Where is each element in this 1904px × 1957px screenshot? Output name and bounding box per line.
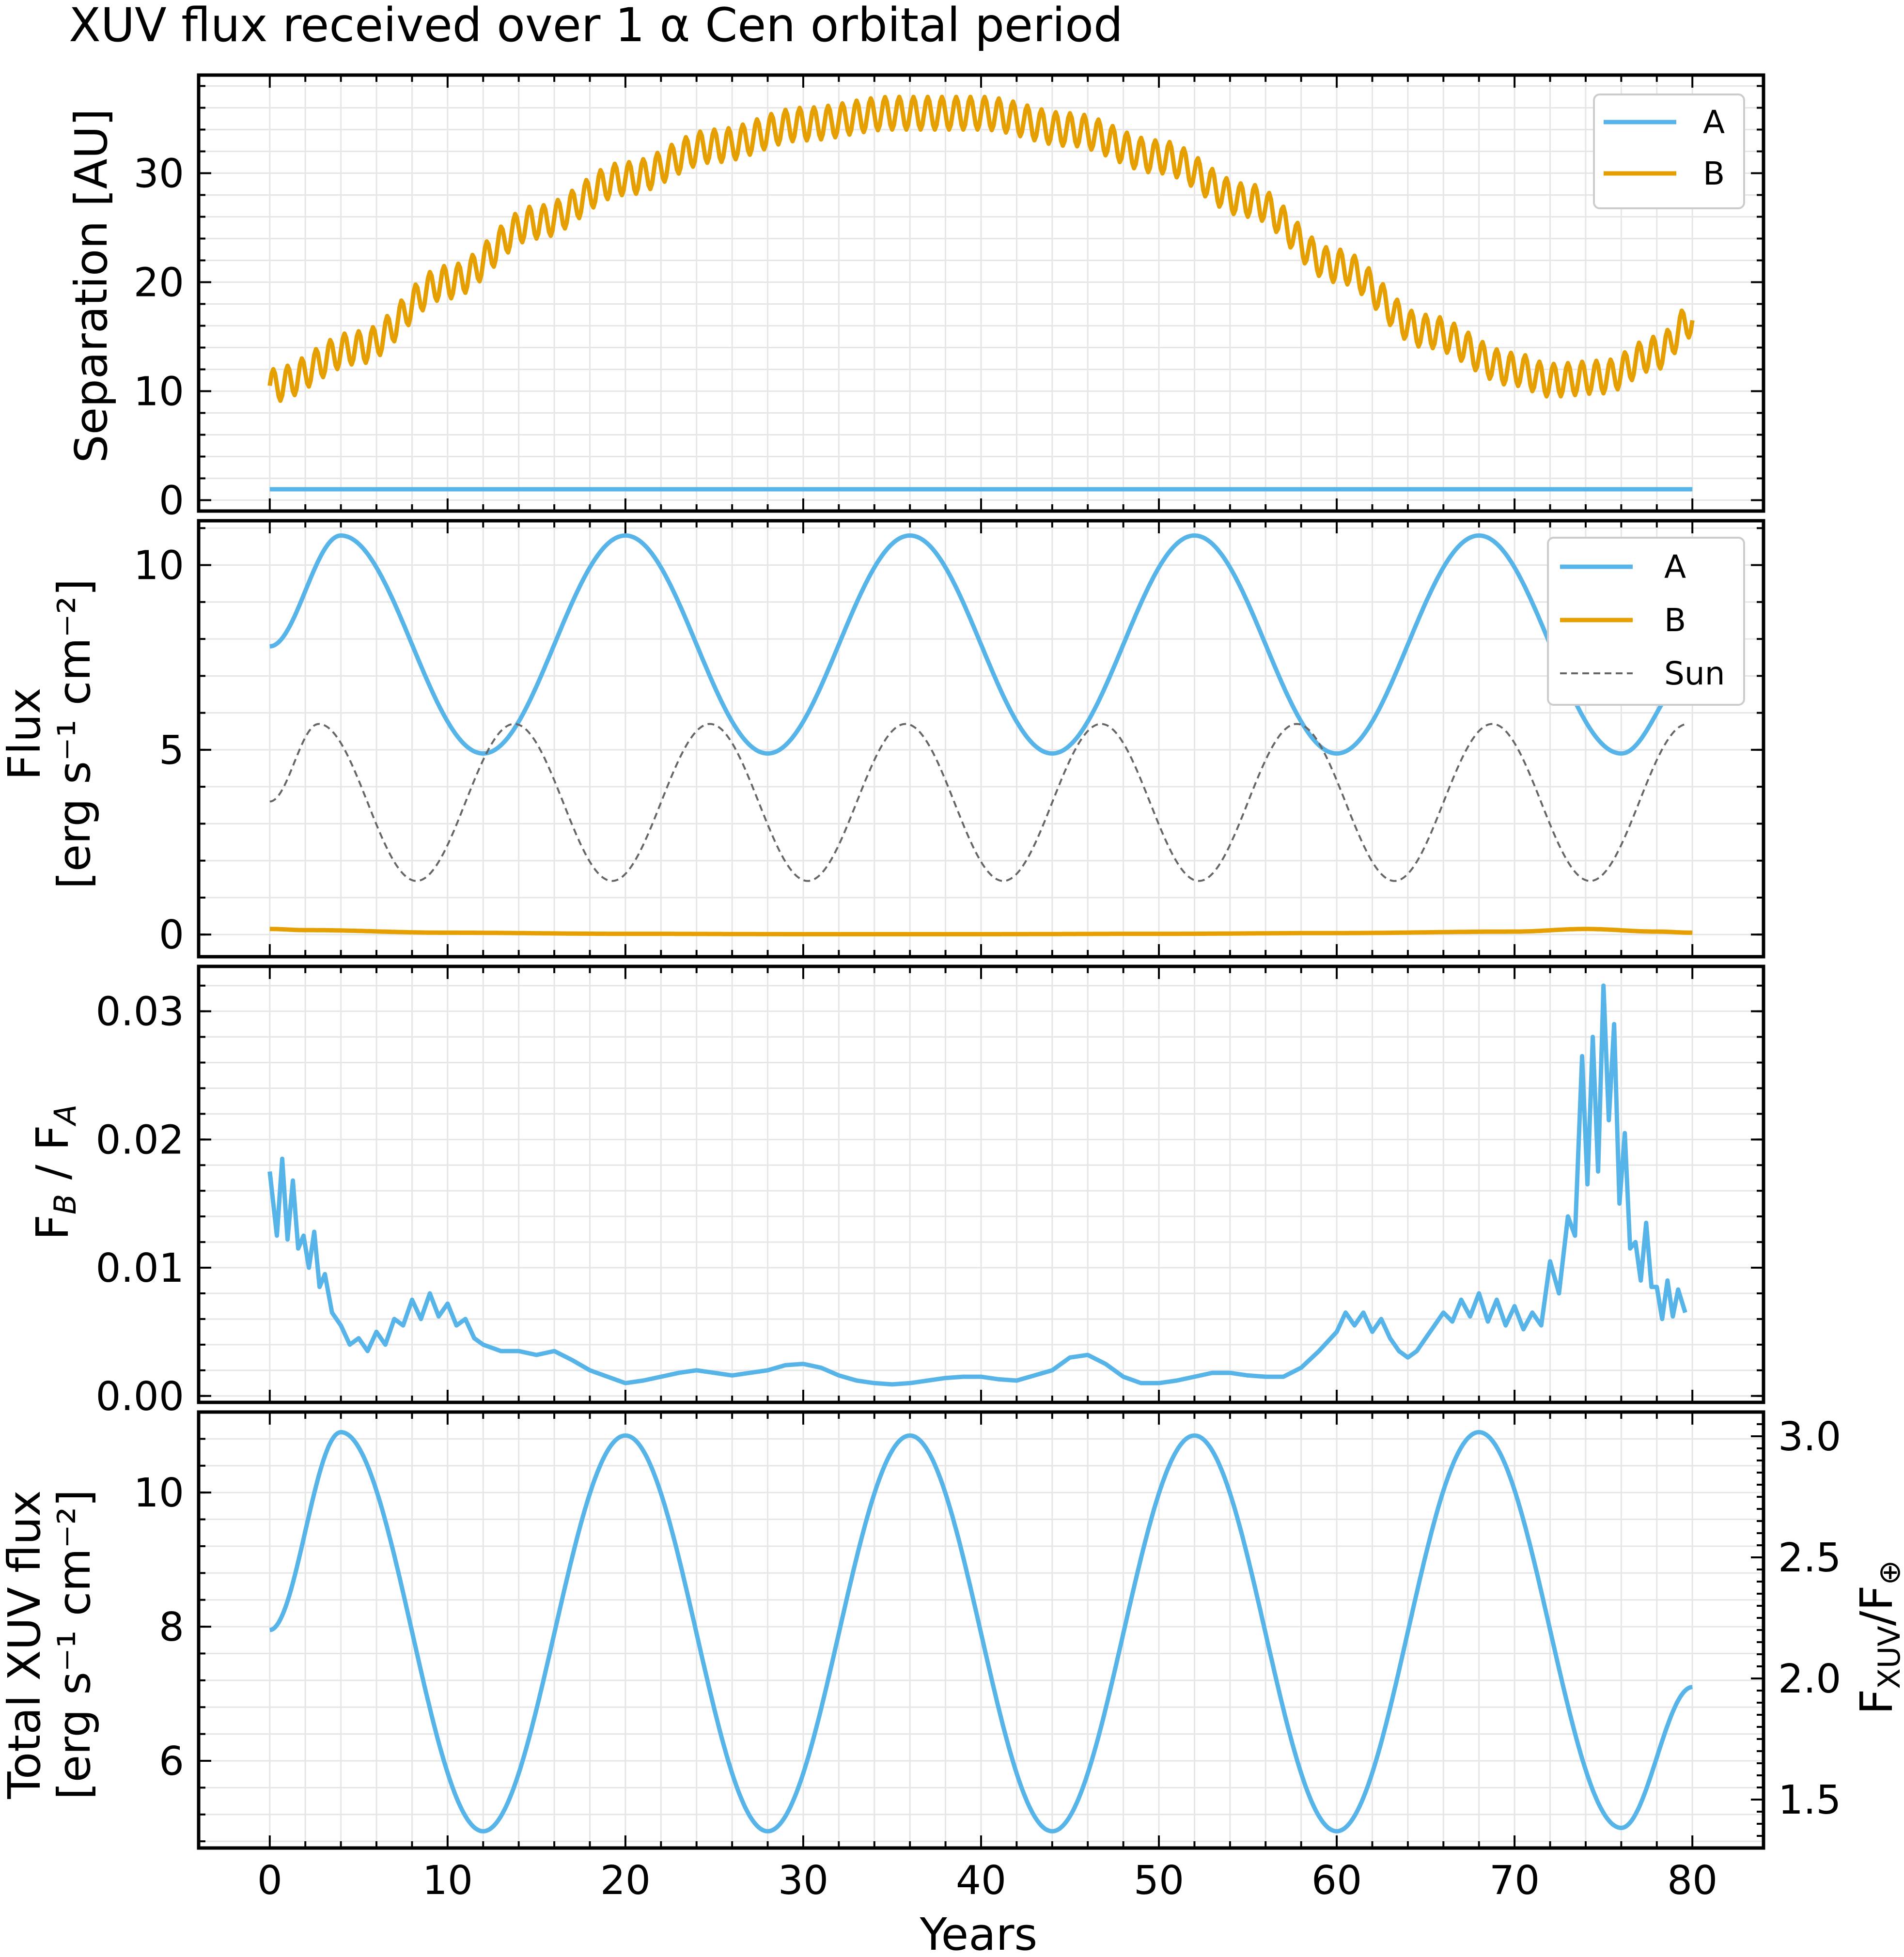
flux-panel: 0 5 10 Flux [erg s⁻¹ cm⁻²] A B Sun bbox=[0, 519, 1765, 959]
y-tick-label: 0.01 bbox=[95, 1245, 184, 1291]
y-tick-label: 0 bbox=[159, 912, 184, 958]
flux-legend: A B Sun bbox=[1547, 537, 1745, 706]
secondary-y-tick-label: 3.0 bbox=[1778, 1414, 1841, 1460]
x-tick-label: 10 bbox=[422, 1858, 473, 1904]
series-line-b bbox=[267, 94, 1695, 403]
y-tick-label: 0.02 bbox=[95, 1117, 184, 1163]
x-tick-label: 50 bbox=[1134, 1858, 1184, 1904]
x-tick-label: 40 bbox=[956, 1858, 1006, 1904]
x-tick-label: 0 bbox=[257, 1858, 282, 1904]
series-line-sun bbox=[269, 723, 1688, 882]
legend-label-b: B bbox=[1664, 602, 1686, 639]
y-tick-label: 0.00 bbox=[95, 1374, 184, 1420]
figure-title: XUV flux received over 1 α Cen orbital p… bbox=[69, 0, 1123, 52]
y-tick-label: 0 bbox=[159, 478, 184, 524]
total-ylabel-line2: [erg s⁻¹ cm⁻²] bbox=[48, 1490, 100, 1800]
legend-label-a: A bbox=[1664, 548, 1686, 586]
y-tick-label: 30 bbox=[134, 151, 184, 197]
secondary-y-tick-label: 2.5 bbox=[1778, 1535, 1841, 1581]
ratio-panel: 0.00 0.01 0.02 0.03 FB / FA bbox=[27, 964, 1765, 1420]
x-tick-label: 70 bbox=[1489, 1858, 1540, 1904]
legend-label-a: A bbox=[1703, 104, 1725, 141]
series-line-total bbox=[269, 1430, 1693, 1833]
y-tick-label: 20 bbox=[134, 260, 184, 306]
total-ylabel-line1: Total XUV flux bbox=[0, 1490, 50, 1799]
y-tick-label: 10 bbox=[134, 1470, 184, 1516]
series-line-b bbox=[269, 927, 1693, 936]
series-line-a bbox=[267, 983, 1687, 1387]
flux-ylabel-line1: Flux bbox=[0, 687, 50, 780]
y-tick-label: 8 bbox=[159, 1604, 184, 1650]
y-tick-label: 0.03 bbox=[95, 989, 184, 1035]
legend-label-sun: Sun bbox=[1664, 655, 1725, 692]
y-tick-label: 10 bbox=[134, 369, 184, 415]
flux-ylabel-line2: [erg s⁻¹ cm⁻²] bbox=[48, 579, 100, 889]
x-tick-label: 80 bbox=[1667, 1858, 1717, 1904]
legend-frame bbox=[1547, 537, 1745, 706]
total-xlabel: Years bbox=[920, 1909, 1038, 1957]
x-tick-label: 30 bbox=[778, 1858, 828, 1904]
x-tick-label: 60 bbox=[1311, 1858, 1362, 1904]
secondary-y-tick-label: 2.0 bbox=[1778, 1656, 1841, 1702]
secondary-y-tick-label: 1.5 bbox=[1778, 1777, 1841, 1823]
x-tick-label: 20 bbox=[600, 1858, 651, 1904]
y-tick-label: 6 bbox=[159, 1739, 184, 1785]
y-tick-label: 5 bbox=[159, 728, 184, 774]
secondary-ylabel: FXUV/F⊕ bbox=[1851, 1560, 1904, 1714]
y-tick-label: 10 bbox=[134, 543, 184, 589]
series-line-a bbox=[269, 533, 1693, 756]
ratio-ylabel: FB / FA bbox=[27, 1104, 83, 1240]
separation-legend: A B bbox=[1593, 93, 1745, 209]
total-panel: 6 8 10 1.5 2.0 2.5 3.0 0 10 20 30 40 50 60 70 80 Total … bbox=[0, 1410, 1904, 1957]
separation-panel: 0 10 20 30 Separation [AU] A B bbox=[65, 73, 1765, 524]
legend-label-b: B bbox=[1703, 155, 1725, 192]
separation-ylabel: Separation [AU] bbox=[65, 109, 117, 463]
